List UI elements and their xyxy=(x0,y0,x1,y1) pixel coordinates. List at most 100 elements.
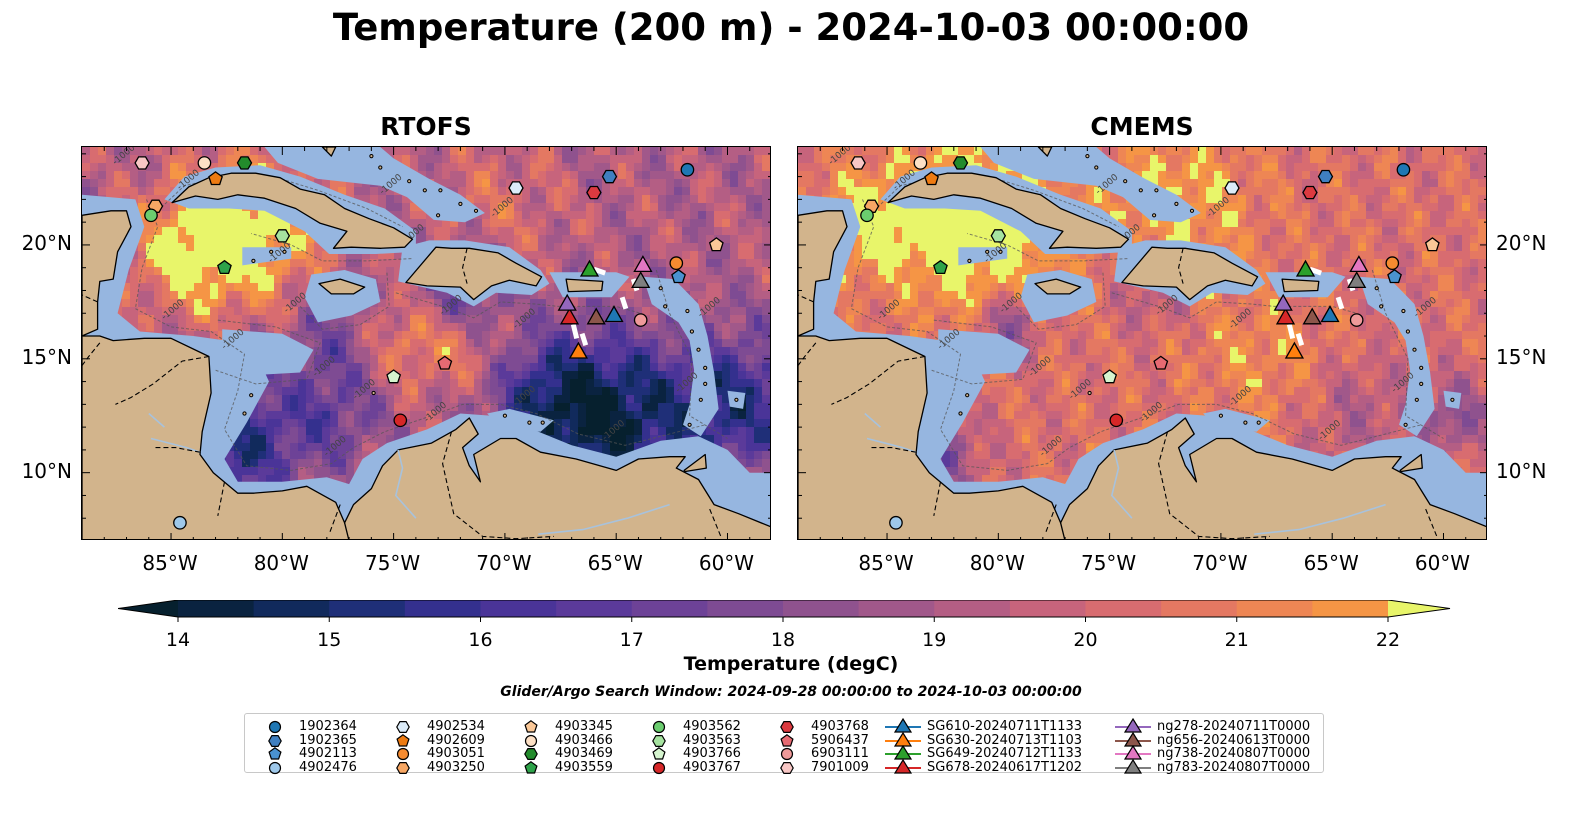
glider-SG678-20240617T1202-cmems[interactable] xyxy=(1275,307,1296,325)
glider-SG610-20240711T1133-cmems[interactable] xyxy=(1320,305,1340,323)
country-borders xyxy=(82,248,722,539)
float-4903051-cmems[interactable] xyxy=(1385,256,1400,271)
map-panel-rtofs[interactable]: -1000 -1000 -1000 -1000 -1000 -1000 -1000 -1000… xyxy=(81,146,771,540)
float-4903051-rtofs[interactable] xyxy=(669,256,684,271)
legend-item-label: ng656-20240613T0000 xyxy=(1157,732,1311,748)
colorbar-tick-label: 19 xyxy=(922,629,946,650)
legend-float-icon xyxy=(396,733,410,747)
colorbar-under-arrow xyxy=(118,600,178,617)
map-panel-cmems[interactable]: -1000 -1000 -1000 -1000 -1000 -1000 -1000 -1000… xyxy=(797,146,1487,540)
legend: 1902364 1902365 4902113 4902476 4902534 49026… xyxy=(244,713,1324,775)
rivers xyxy=(864,412,1386,535)
float-4903466-rtofs[interactable] xyxy=(197,156,212,170)
float-5906437-cmems[interactable] xyxy=(1153,355,1169,370)
legend-float-icon xyxy=(652,761,666,775)
colorbar-bin xyxy=(631,600,708,617)
legend-item-label: 4903768 xyxy=(811,719,869,734)
float-4903562-rtofs[interactable] xyxy=(144,208,158,223)
legend-item-label: SG649-20240712T1133 xyxy=(927,746,1083,762)
colorbar-bin xyxy=(1009,600,1086,617)
argo-floats xyxy=(134,156,724,530)
float-4903563-rtofs[interactable] xyxy=(274,229,291,243)
float-4903767-cmems[interactable] xyxy=(1109,413,1124,428)
float-7901009-rtofs[interactable] xyxy=(134,156,150,170)
rtofs-map-svg: -1000-1000-1000-1000-1000-1000-1000-1000… xyxy=(82,147,770,539)
lat-tick-label-left: 10°N xyxy=(21,458,72,483)
colorbar-tick-label: 17 xyxy=(620,629,644,650)
colorbar-tick-label: 15 xyxy=(317,629,341,650)
float-4903768-rtofs[interactable] xyxy=(586,185,602,200)
legend-float-icon xyxy=(652,734,666,747)
float-4903766-rtofs[interactable] xyxy=(386,369,402,384)
float-4903345-cmems[interactable] xyxy=(1424,237,1440,252)
legend-float-icon xyxy=(268,720,282,734)
legend-item-label: 4903345 xyxy=(555,719,613,734)
legend-float-icon xyxy=(780,748,794,761)
legend-item-label: SG610-20240711T1133 xyxy=(927,719,1083,734)
lon-tick-label: 80°W xyxy=(253,551,309,575)
frame-ticks xyxy=(798,147,1486,539)
glider-ng783-20240807T0000-cmems[interactable] xyxy=(1347,271,1367,289)
glider-ng738-20240807T0000-rtofs[interactable] xyxy=(633,255,653,273)
float-4903559-cmems[interactable] xyxy=(933,259,948,275)
float-4902476-rtofs[interactable] xyxy=(173,515,187,530)
glider-ng278-20240711T0000-rtofs[interactable] xyxy=(557,293,577,311)
float-4902609-rtofs[interactable] xyxy=(208,171,223,186)
float-4902113-rtofs[interactable] xyxy=(671,268,686,284)
float-4903469-rtofs[interactable] xyxy=(236,156,253,170)
gliders xyxy=(1273,255,1369,359)
float-4903563-cmems[interactable] xyxy=(990,229,1007,243)
lon-tick-label: 75°W xyxy=(1080,551,1137,575)
colorbar-bin xyxy=(707,600,784,617)
glider-SG610-20240711T1133-rtofs[interactable] xyxy=(604,305,624,323)
lon-tick-label: 65°W xyxy=(1303,551,1359,575)
float-6903111-cmems[interactable] xyxy=(1349,313,1364,327)
colorbar-bin xyxy=(1312,600,1389,617)
float-4902609-cmems[interactable] xyxy=(924,171,939,186)
colorbar-bin xyxy=(934,600,1011,617)
float-1902364-rtofs[interactable] xyxy=(680,162,695,177)
float-4902476-cmems[interactable] xyxy=(889,515,903,530)
float-4903559-rtofs[interactable] xyxy=(217,259,232,275)
glider-SG649-20240712T1133-rtofs[interactable] xyxy=(579,259,600,277)
legend-float-icon xyxy=(524,748,538,761)
float-4903466-cmems[interactable] xyxy=(913,156,928,170)
glider-ng738-20240807T0000-cmems[interactable] xyxy=(1349,255,1369,273)
float-1902365-rtofs[interactable] xyxy=(601,169,618,184)
legend-float-icon xyxy=(524,761,538,774)
lon-tick-label: 75°W xyxy=(364,551,421,575)
float-1902364-cmems[interactable] xyxy=(1396,162,1411,177)
lat-tick-label-left: 15°N xyxy=(21,344,72,369)
float-5906437-rtofs[interactable] xyxy=(437,355,453,370)
float-4903766-cmems[interactable] xyxy=(1102,369,1118,384)
glider-SG649-20240712T1133-cmems[interactable] xyxy=(1295,259,1316,277)
lon-tick-label: 60°W xyxy=(1414,551,1471,575)
float-1902365-cmems[interactable] xyxy=(1317,169,1334,184)
legend-item-label: 4903466 xyxy=(555,732,613,748)
cmems-map-svg: -1000-1000-1000-1000-1000-1000-1000-1000… xyxy=(798,147,1486,539)
panel-title-cmems: CMEMS xyxy=(1090,112,1194,141)
glider-SG630-20240713T1103-rtofs[interactable] xyxy=(568,341,589,359)
float-4903345-rtofs[interactable] xyxy=(708,237,724,252)
glider-ng656-20240613T0000-cmems[interactable] xyxy=(1302,307,1322,325)
legend-float-icon xyxy=(652,720,666,734)
colorbar-tick-label: 22 xyxy=(1376,629,1400,650)
float-4903562-cmems[interactable] xyxy=(860,208,874,223)
float-4903768-cmems[interactable] xyxy=(1302,185,1318,200)
float-4902534-cmems[interactable] xyxy=(1224,181,1240,195)
glider-SG678-20240617T1202-rtofs[interactable] xyxy=(559,307,580,325)
legend-item-label: 4903051 xyxy=(427,746,485,762)
colorbar: 14 15 16 17 18 19 20 21 22 xyxy=(117,599,1458,654)
colorbar-over-arrow xyxy=(1388,600,1450,617)
float-4902113-cmems[interactable] xyxy=(1387,268,1402,284)
float-4903767-rtofs[interactable] xyxy=(393,413,408,428)
glider-ng278-20240711T0000-cmems[interactable] xyxy=(1273,293,1293,311)
lon-tick-label: 70°W xyxy=(476,551,532,575)
float-4902534-rtofs[interactable] xyxy=(508,181,524,195)
float-6903111-rtofs[interactable] xyxy=(633,313,648,327)
float-7901009-cmems[interactable] xyxy=(850,156,866,170)
glider-ng783-20240807T0000-rtofs[interactable] xyxy=(631,271,651,289)
glider-SG630-20240713T1103-cmems[interactable] xyxy=(1284,341,1305,359)
glider-ng656-20240613T0000-rtofs[interactable] xyxy=(586,307,606,325)
float-4903469-cmems[interactable] xyxy=(952,156,969,170)
